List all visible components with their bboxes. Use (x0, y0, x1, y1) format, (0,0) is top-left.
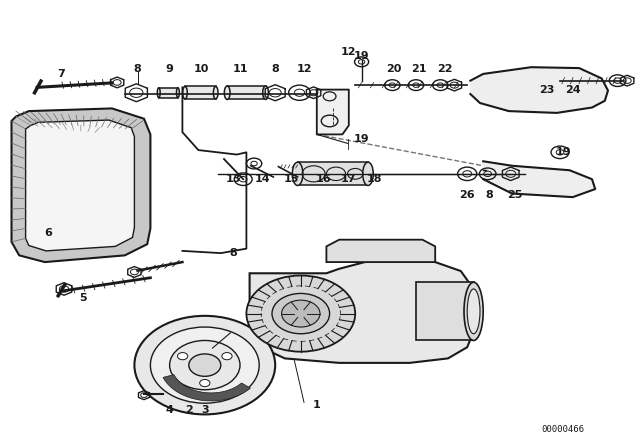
Circle shape (200, 379, 210, 387)
Circle shape (222, 353, 232, 360)
Ellipse shape (363, 162, 373, 185)
Text: 9: 9 (166, 65, 173, 74)
Text: 24: 24 (565, 85, 580, 95)
Circle shape (150, 327, 259, 403)
Ellipse shape (157, 88, 160, 98)
Text: 00000466: 00000466 (541, 425, 585, 434)
Ellipse shape (225, 86, 230, 99)
Text: 15: 15 (284, 174, 299, 184)
Circle shape (282, 300, 320, 327)
Text: 10: 10 (194, 65, 209, 74)
Polygon shape (26, 120, 134, 251)
Text: 19: 19 (354, 51, 369, 61)
Wedge shape (163, 375, 250, 401)
Text: 19: 19 (354, 134, 369, 144)
Text: 22: 22 (437, 65, 452, 74)
Text: 20: 20 (386, 65, 401, 74)
Text: 8: 8 (230, 248, 237, 258)
Text: 21: 21 (412, 65, 427, 74)
Circle shape (170, 340, 240, 390)
Circle shape (134, 316, 275, 414)
Text: 5: 5 (79, 293, 87, 303)
Text: 16: 16 (316, 174, 331, 184)
Ellipse shape (182, 86, 188, 99)
Text: 13: 13 (226, 174, 241, 184)
Polygon shape (250, 260, 474, 363)
Ellipse shape (467, 289, 480, 334)
Circle shape (189, 354, 221, 376)
Text: 2: 2 (185, 405, 193, 415)
Bar (227, 86, 266, 99)
Ellipse shape (292, 162, 303, 185)
Polygon shape (483, 161, 595, 197)
Text: 18: 18 (367, 174, 382, 184)
Text: 6: 6 (44, 228, 52, 238)
Polygon shape (12, 108, 150, 262)
Ellipse shape (177, 88, 179, 98)
Text: 23: 23 (540, 85, 555, 95)
Text: 7: 7 (57, 69, 65, 79)
Text: 8: 8 (271, 65, 279, 74)
Text: 12: 12 (296, 65, 312, 74)
Text: 4: 4 (166, 405, 173, 415)
Text: 11: 11 (232, 65, 248, 74)
Text: 14: 14 (255, 174, 270, 184)
Text: 17: 17 (341, 174, 356, 184)
Text: 8: 8 (134, 65, 141, 74)
Circle shape (177, 353, 188, 360)
Polygon shape (326, 240, 435, 262)
Text: 12: 12 (341, 47, 356, 56)
Text: 19: 19 (556, 147, 571, 157)
Ellipse shape (464, 282, 483, 340)
Bar (416, 282, 474, 340)
Bar (159, 88, 178, 98)
Ellipse shape (263, 86, 269, 99)
Text: 3: 3 (201, 405, 209, 415)
Text: 25: 25 (508, 190, 523, 200)
Text: 8: 8 (486, 190, 493, 200)
Bar (298, 162, 368, 185)
Ellipse shape (213, 86, 218, 99)
Circle shape (246, 276, 355, 352)
Text: 1: 1 (313, 401, 321, 410)
Bar (185, 86, 216, 99)
Polygon shape (317, 90, 349, 134)
Circle shape (272, 293, 330, 334)
Text: 26: 26 (460, 190, 475, 200)
Polygon shape (470, 67, 608, 113)
